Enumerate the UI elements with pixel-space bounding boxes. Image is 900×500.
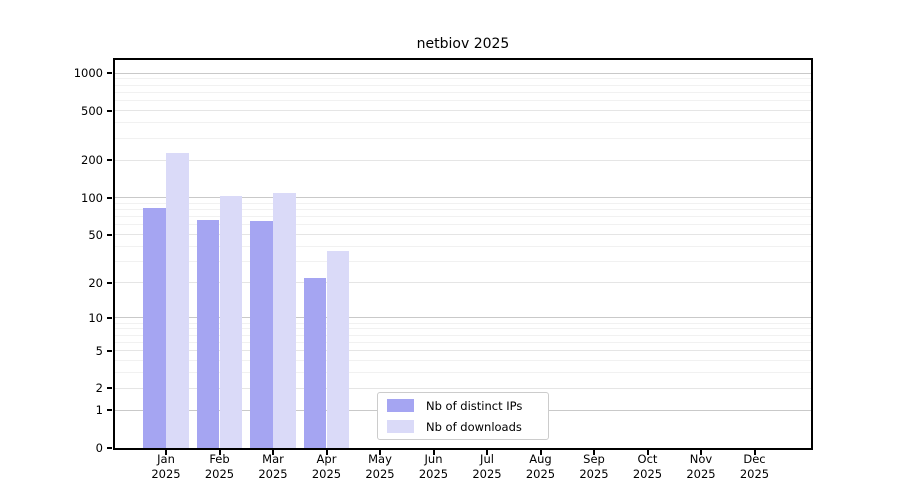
y-tick-label-100: 100	[81, 190, 103, 205]
x-tick-sep	[593, 450, 595, 455]
legend-item-downloads: Nb of downloads	[378, 418, 548, 436]
gridline-y-100	[115, 197, 811, 199]
bar-downloads-jan	[166, 152, 189, 448]
y-tick-label-0: 0	[95, 441, 103, 455]
gridline-y-300	[115, 137, 811, 139]
x-tick-label-jun: Jun 2025	[418, 452, 449, 481]
spine-right	[811, 58, 813, 450]
x-tick-label-nov: Nov 2025	[686, 452, 716, 481]
x-tick-apr	[325, 450, 328, 455]
y-tick-0	[107, 447, 112, 449]
y-tick-label-200: 200	[81, 153, 103, 168]
y-tick-label-2: 2	[95, 381, 103, 396]
gridline-y-40	[115, 245, 811, 247]
gridline-y-2	[115, 387, 811, 389]
gridline-y-7	[115, 334, 811, 336]
gridline-y-900	[115, 78, 811, 80]
x-tick-label-sep: Sep 2025	[579, 452, 609, 481]
gridline-y-3	[115, 372, 811, 374]
y-tick-1000	[107, 72, 112, 75]
legend: Nb of distinct IPs Nb of downloads	[377, 392, 549, 440]
y-tick-10	[107, 316, 112, 319]
gridline-y-700	[115, 91, 811, 93]
x-tick-label-feb: Feb 2025	[204, 452, 235, 481]
bar-downloads-feb	[219, 195, 243, 448]
gridline-y-60	[115, 224, 811, 226]
gridline-y-30	[115, 261, 811, 263]
y-tick-1	[107, 409, 112, 412]
bar-downloads-mar	[273, 193, 296, 448]
bar-distinct-ips-apr	[303, 277, 327, 448]
x-tick-label-apr: Apr 2025	[311, 452, 342, 481]
x-tick-label-mar: Mar 2025	[258, 452, 288, 481]
x-tick-label-may: May 2025	[365, 452, 395, 481]
x-tick-nov	[700, 450, 702, 455]
bar-distinct-ips-jan	[143, 208, 166, 448]
y-tick-2	[107, 387, 112, 390]
x-tick-label-dec: Dec 2025	[739, 452, 770, 481]
x-tick-mar	[272, 450, 274, 455]
gridline-y-200	[115, 159, 811, 161]
gridline-y-5	[115, 350, 811, 352]
gridline-y-800	[115, 84, 811, 86]
x-tick-jan	[165, 450, 167, 455]
y-tick-label-1: 1	[95, 403, 103, 418]
gridline-y-70	[115, 216, 811, 218]
spine-bottom	[113, 448, 813, 450]
legend-swatch-downloads	[387, 420, 414, 433]
gridline-y-500	[115, 110, 811, 112]
spine-top	[113, 58, 813, 60]
gridline-y-9	[115, 322, 811, 324]
bar-downloads-apr	[326, 250, 350, 448]
x-tick-dec	[753, 450, 756, 455]
gridline-y-10	[115, 317, 811, 319]
y-tick-label-50: 50	[88, 227, 103, 242]
bar-distinct-ips-feb	[196, 219, 220, 448]
legend-label-distinct-ips: Nb of distinct IPs	[426, 398, 523, 413]
y-tick-50	[107, 233, 112, 236]
x-tick-label-jul: Jul 2025	[472, 452, 502, 481]
x-tick-label-oct: Oct 2025	[632, 452, 663, 481]
x-tick-jul	[486, 450, 488, 455]
bar-distinct-ips-mar	[250, 221, 273, 448]
gridline-y-4	[115, 360, 811, 362]
x-tick-jun	[432, 450, 435, 455]
legend-label-downloads: Nb of downloads	[426, 419, 522, 434]
gridline-y-600	[115, 100, 811, 102]
y-tick-20	[107, 281, 112, 284]
x-tick-label-aug: Aug 2025	[525, 452, 556, 481]
spine-left	[113, 58, 115, 450]
gridline-y-8	[115, 328, 811, 330]
x-tick-label-jan: Jan 2025	[151, 452, 181, 481]
gridline-y-6	[115, 341, 811, 343]
y-tick-500	[107, 109, 112, 112]
y-tick-label-10: 10	[88, 310, 103, 325]
y-tick-label-5: 5	[95, 343, 103, 358]
gridline-y-80	[115, 209, 811, 210]
y-tick-label-500: 500	[81, 103, 103, 118]
gridline-y-50	[115, 234, 811, 236]
x-tick-aug	[539, 450, 542, 455]
y-tick-5	[107, 349, 112, 352]
gridline-y-400	[115, 122, 811, 124]
gridline-y-20	[115, 282, 811, 284]
legend-item-distinct-ips: Nb of distinct IPs	[378, 397, 548, 415]
x-tick-may	[379, 450, 381, 455]
y-tick-label-1000: 1000	[73, 66, 103, 81]
y-tick-200	[107, 159, 112, 162]
gridline-y-90	[115, 202, 811, 204]
y-tick-100	[107, 196, 112, 199]
x-tick-oct	[646, 450, 649, 455]
y-tick-label-20: 20	[88, 275, 103, 290]
x-tick-feb	[218, 450, 221, 455]
chart-title: netbiov 2025	[416, 36, 510, 52]
legend-swatch-distinct-ips	[387, 399, 414, 412]
gridline-y-1000	[115, 72, 811, 74]
